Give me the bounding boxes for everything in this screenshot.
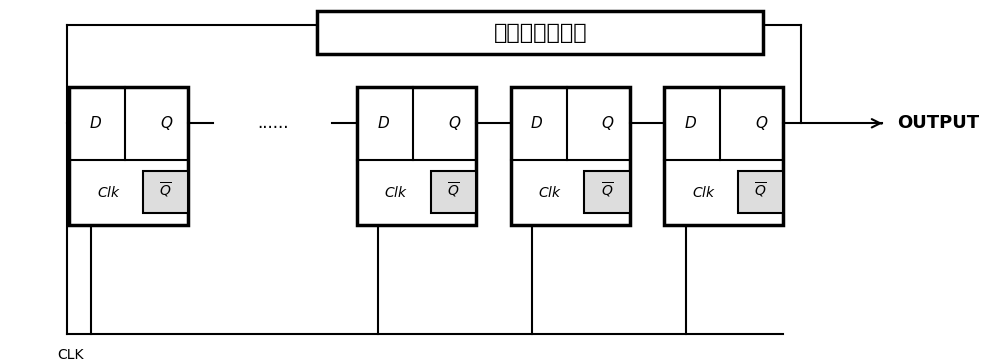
Bar [69,87,188,225]
Text: $D$: $D$ [530,115,543,131]
Bar [664,87,783,225]
Bar [357,87,476,225]
Bar [584,171,630,213]
Text: $D$: $D$ [89,115,102,131]
Text: $Q$: $Q$ [448,114,461,132]
Text: $Clk$: $Clk$ [97,185,121,200]
Text: CLK: CLK [58,348,84,362]
Text: $Q$: $Q$ [160,114,174,132]
Text: OUTPUT: OUTPUT [897,114,979,132]
Bar [317,11,763,54]
Text: $D$: $D$ [684,115,697,131]
Bar [511,87,630,225]
Text: ......: ...... [257,114,288,132]
Text: $Clk$: $Clk$ [384,185,408,200]
Text: $Q$: $Q$ [601,114,615,132]
Text: $\overline{Q}$: $\overline{Q}$ [159,181,172,200]
Bar [431,171,476,213]
Bar [738,171,783,213]
Text: $\overline{Q}$: $\overline{Q}$ [447,181,460,200]
Text: $\overline{Q}$: $\overline{Q}$ [601,181,613,200]
Text: 非线性反馈网络: 非线性反馈网络 [494,23,587,43]
Bar [143,171,188,213]
Text: $D$: $D$ [377,115,390,131]
Text: $\overline{Q}$: $\overline{Q}$ [754,181,767,200]
Text: $Clk$: $Clk$ [538,185,562,200]
Text: $Q$: $Q$ [755,114,769,132]
Text: $Clk$: $Clk$ [692,185,716,200]
